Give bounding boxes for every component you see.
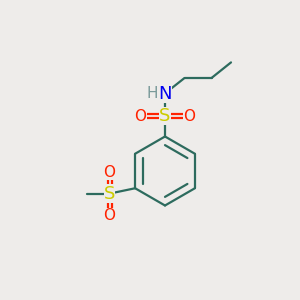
Text: O: O	[184, 109, 196, 124]
Text: N: N	[158, 85, 172, 103]
Text: O: O	[134, 109, 146, 124]
Text: S: S	[159, 107, 171, 125]
Text: O: O	[103, 164, 116, 179]
Text: S: S	[104, 184, 115, 203]
Text: O: O	[103, 208, 116, 223]
Text: H: H	[147, 86, 158, 101]
